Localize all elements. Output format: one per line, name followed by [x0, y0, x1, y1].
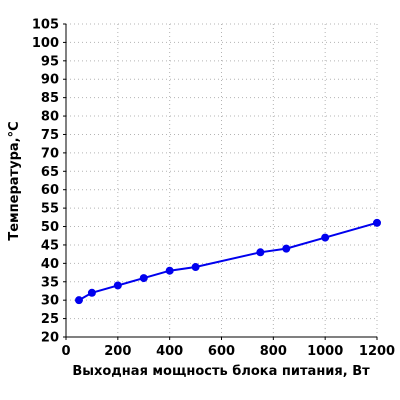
data-point: [165, 266, 174, 275]
y-tick-label: 80: [41, 110, 59, 125]
x-tick-label: 600: [208, 344, 235, 359]
data-point: [373, 218, 381, 227]
y-tick-label: 40: [41, 257, 59, 272]
data-point: [191, 263, 200, 272]
y-tick-label: 30: [41, 294, 59, 309]
x-tick-label: 800: [260, 344, 287, 359]
data-point: [282, 244, 291, 253]
y-tick-label: 35: [41, 275, 59, 290]
data-series: [74, 218, 381, 305]
data-point: [321, 233, 330, 242]
y-tick-label: 105: [32, 18, 59, 33]
x-tick-label: 200: [104, 344, 131, 359]
data-point: [256, 248, 265, 257]
data-point: [139, 274, 148, 283]
y-tick-label: 20: [41, 331, 59, 346]
x-tick-label: 0: [61, 344, 70, 359]
y-tick-label: 50: [41, 220, 59, 235]
y-tick-label: 95: [41, 54, 59, 69]
y-tick-label: 25: [41, 312, 59, 327]
y-tick-label: 85: [41, 91, 59, 106]
y-tick-label: 70: [41, 146, 59, 161]
tick-labels: 0 200 400 600 800 1000 1200 20 25 30 35 40 45 50 55 60 6…: [32, 18, 395, 360]
grid: [66, 23, 378, 337]
x-axis-title: Выходная мощность блока питания, Вт: [72, 364, 370, 379]
y-tick-label: 75: [41, 128, 59, 143]
y-tick-label: 45: [41, 238, 59, 253]
y-tick-label: 55: [41, 202, 59, 217]
y-tick-label: 90: [41, 73, 59, 88]
x-tick-label: 400: [156, 344, 183, 359]
y-axis-title: Температура,°С: [7, 121, 22, 240]
y-tick-label: 60: [41, 183, 59, 198]
x-tick-label: 1200: [359, 344, 395, 359]
x-tick-label: 1000: [307, 344, 343, 359]
y-tick-label: 100: [32, 36, 59, 51]
series-line: [78, 221, 378, 302]
data-point: [87, 288, 96, 297]
y-tick-label: 65: [41, 165, 59, 180]
data-point: [74, 296, 83, 305]
data-point: [113, 281, 122, 290]
